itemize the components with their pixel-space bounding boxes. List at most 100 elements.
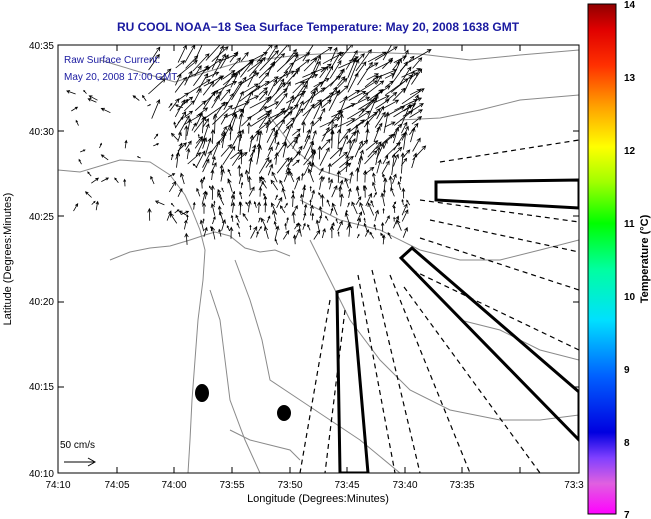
current-vector <box>410 94 419 113</box>
current-vector <box>355 167 360 182</box>
current-vector <box>347 72 359 93</box>
current-vector <box>219 54 229 69</box>
current-vector <box>202 118 210 128</box>
current-vector <box>346 137 356 158</box>
current-vector <box>367 93 379 118</box>
radar-dashed-lines <box>299 139 579 473</box>
current-vector <box>199 178 204 189</box>
current-vector <box>229 226 234 239</box>
current-vector <box>247 175 252 191</box>
current-vector <box>222 145 236 166</box>
current-vector <box>310 81 324 93</box>
current-vector <box>194 100 207 111</box>
current-vector <box>392 87 406 101</box>
current-vector <box>402 226 408 238</box>
current-vector <box>219 72 236 94</box>
current-vector <box>357 92 369 102</box>
current-vector <box>171 153 174 161</box>
current-vector <box>237 133 243 151</box>
current-vector <box>223 92 234 111</box>
current-vector <box>374 111 386 128</box>
current-vector <box>301 172 304 181</box>
current-vector <box>87 171 92 177</box>
current-vector <box>284 222 287 230</box>
current-vector <box>319 117 341 128</box>
current-vector <box>187 152 202 165</box>
current-vector <box>403 130 408 150</box>
current-vector <box>325 215 329 221</box>
current-vector <box>282 230 290 240</box>
current-vector <box>275 110 293 128</box>
current-vector <box>212 75 223 88</box>
current-vector <box>283 104 299 119</box>
current-vector <box>401 125 409 141</box>
current-vector <box>220 113 228 125</box>
current-vector <box>285 117 295 127</box>
current-vector <box>184 96 194 104</box>
current-vector <box>183 110 194 118</box>
current-vector <box>230 194 236 207</box>
x-tick-3: 73:55 <box>219 480 244 491</box>
current-vector <box>177 98 189 111</box>
current-vector <box>292 80 309 104</box>
current-vector <box>331 151 348 166</box>
current-vector <box>307 224 311 231</box>
current-vector <box>303 57 318 72</box>
current-vector <box>321 126 330 142</box>
current-vector <box>383 111 390 134</box>
current-vector <box>382 154 389 165</box>
current-vector <box>256 144 262 165</box>
current-vector <box>355 48 372 72</box>
current-vector <box>274 129 279 144</box>
scale-arrow-head <box>87 457 97 467</box>
current-vector <box>150 175 155 185</box>
current-vector <box>337 95 348 117</box>
current-vector <box>359 201 365 215</box>
current-vector <box>338 45 353 62</box>
current-vector <box>240 181 244 189</box>
current-vector <box>382 173 386 182</box>
current-vector <box>212 140 221 159</box>
current-vector <box>301 121 306 133</box>
current-vector <box>228 57 241 71</box>
current-vector <box>319 147 330 166</box>
current-vector <box>303 90 316 111</box>
current-vector <box>292 234 297 245</box>
current-vector <box>272 209 277 222</box>
current-vector <box>91 177 100 184</box>
current-vector <box>208 185 213 191</box>
current-vector <box>247 95 260 101</box>
current-vector <box>309 185 312 192</box>
current-vector <box>411 68 423 85</box>
current-vector <box>391 153 397 175</box>
current-vector <box>247 69 257 88</box>
current-vector <box>319 107 326 119</box>
current-vector <box>202 91 216 110</box>
current-vector <box>212 53 226 78</box>
current-vector <box>178 210 188 216</box>
current-vector <box>401 203 408 216</box>
current-vector <box>175 151 181 168</box>
raritan-bay-shore <box>109 234 206 261</box>
current-vector <box>148 78 166 95</box>
x-tick-labels: 74:10 74:05 74:00 73:55 73:50 73:45 73:4… <box>45 480 584 491</box>
current-vector <box>355 129 360 142</box>
current-vector <box>401 121 408 134</box>
current-vector <box>271 171 278 183</box>
current-vector <box>367 80 385 94</box>
current-vector <box>184 125 189 141</box>
current-vector <box>177 188 183 197</box>
current-vector <box>201 190 207 205</box>
current-vector <box>374 46 398 61</box>
current-vectors <box>66 45 432 245</box>
x-tick-2: 74:00 <box>161 480 186 491</box>
current-vector <box>322 123 339 137</box>
nj-coast <box>58 159 206 473</box>
current-vector <box>75 119 79 126</box>
x-tick-0: 74:10 <box>45 480 70 491</box>
current-vector <box>177 116 184 124</box>
current-vector <box>301 103 315 125</box>
current-vector <box>287 167 293 176</box>
axis-ticks <box>57 44 580 474</box>
current-vector <box>175 73 182 86</box>
